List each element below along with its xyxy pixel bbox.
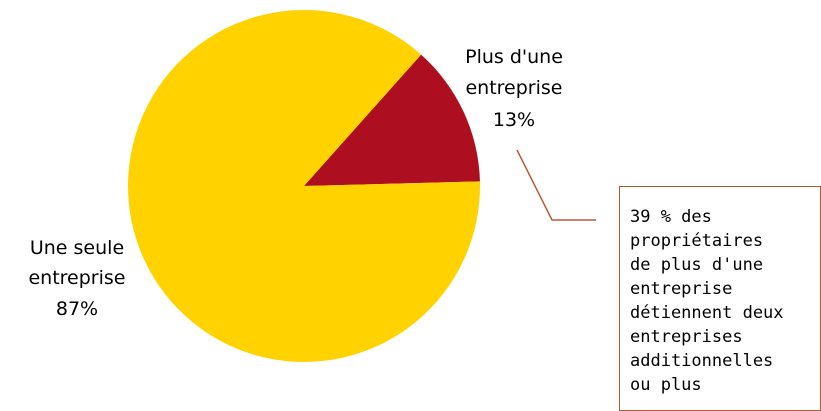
slice-label-multiple-line-1: Plus d'une (465, 46, 563, 68)
callout-line: entreprises (630, 327, 743, 347)
callout-line: propriétaires (630, 231, 764, 251)
slice-label-multiple-line-2: entreprise (465, 77, 562, 99)
slice-label-single-line-2: entreprise (28, 267, 125, 289)
callout-leader-line (516, 149, 596, 221)
callout-line: de plus d'une (630, 255, 764, 275)
callout-line: additionnelles (630, 351, 774, 371)
slice-label-single-line-1: Une seule (30, 237, 124, 259)
callout-line: entreprise (630, 279, 733, 299)
callout-line: ou plus (630, 375, 702, 395)
slices-layer (128, 10, 481, 363)
slice-percent-multiple: 13% (493, 109, 535, 131)
slice-percent-single: 87% (56, 298, 98, 320)
pie-slice-multiple-businesses (304, 54, 480, 187)
pie-slice-single-business (128, 10, 481, 363)
callout-box: 39 % des propriétaires de plus d'une ent… (619, 186, 821, 411)
callout-line: détiennent deux (630, 303, 784, 323)
callout-line: 39 % des (630, 207, 712, 227)
